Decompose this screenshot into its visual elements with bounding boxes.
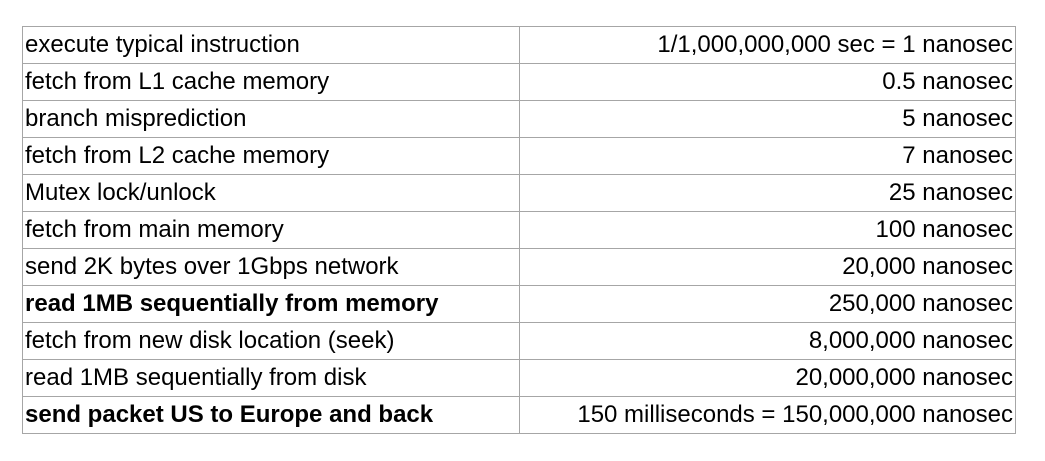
time-cell[interactable]: 20,000 nanosec	[519, 248, 1016, 286]
table-row: execute typical instruction 1/1,000,000,…	[22, 26, 1016, 64]
time-cell[interactable]: 8,000,000 nanosec	[519, 322, 1016, 360]
table-row: Mutex lock/unlock 25 nanosec	[22, 174, 1016, 212]
operation-cell[interactable]: fetch from L2 cache memory	[22, 137, 520, 175]
table-row: read 1MB sequentially from memory 250,00…	[22, 285, 1016, 323]
time-cell[interactable]: 5 nanosec	[519, 100, 1016, 138]
time-cell[interactable]: 0.5 nanosec	[519, 63, 1016, 101]
table-row: read 1MB sequentially from disk 20,000,0…	[22, 359, 1016, 397]
operation-cell[interactable]: execute typical instruction	[22, 26, 520, 64]
operation-cell[interactable]: fetch from L1 cache memory	[22, 63, 520, 101]
operation-cell[interactable]: read 1MB sequentially from disk	[22, 359, 520, 397]
operation-cell[interactable]: Mutex lock/unlock	[22, 174, 520, 212]
time-cell[interactable]: 150 milliseconds = 150,000,000 nanosec	[519, 396, 1016, 434]
table-row: fetch from new disk location (seek) 8,00…	[22, 322, 1016, 360]
latency-table: execute typical instruction 1/1,000,000,…	[22, 26, 1016, 434]
table-row: fetch from main memory 100 nanosec	[22, 211, 1016, 249]
operation-cell[interactable]: branch misprediction	[22, 100, 520, 138]
operation-cell[interactable]: read 1MB sequentially from memory	[22, 285, 520, 323]
time-cell[interactable]: 20,000,000 nanosec	[519, 359, 1016, 397]
operation-cell[interactable]: fetch from main memory	[22, 211, 520, 249]
time-cell[interactable]: 100 nanosec	[519, 211, 1016, 249]
table-row: send 2K bytes over 1Gbps network 20,000 …	[22, 248, 1016, 286]
operation-cell[interactable]: fetch from new disk location (seek)	[22, 322, 520, 360]
operation-cell[interactable]: send packet US to Europe and back	[22, 396, 520, 434]
time-cell[interactable]: 250,000 nanosec	[519, 285, 1016, 323]
table-row: fetch from L2 cache memory 7 nanosec	[22, 137, 1016, 175]
operation-cell[interactable]: send 2K bytes over 1Gbps network	[22, 248, 520, 286]
time-cell[interactable]: 7 nanosec	[519, 137, 1016, 175]
time-cell[interactable]: 25 nanosec	[519, 174, 1016, 212]
table-row: send packet US to Europe and back 150 mi…	[22, 396, 1016, 434]
time-cell[interactable]: 1/1,000,000,000 sec = 1 nanosec	[519, 26, 1016, 64]
table-row: branch misprediction 5 nanosec	[22, 100, 1016, 138]
table-row: fetch from L1 cache memory 0.5 nanosec	[22, 63, 1016, 101]
